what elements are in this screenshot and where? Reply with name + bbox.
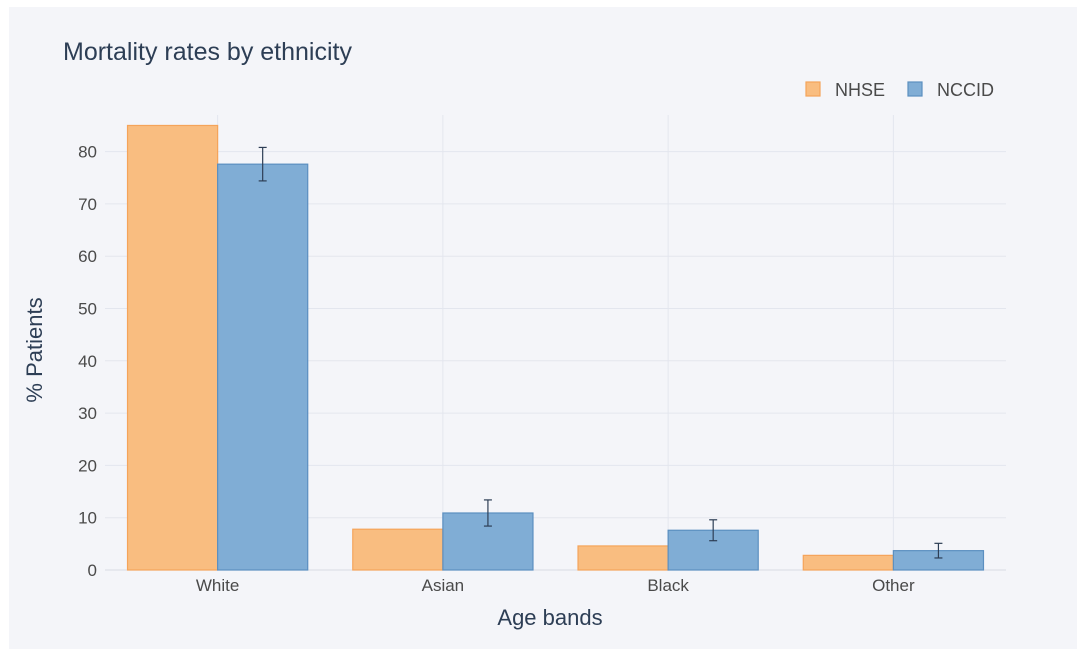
chart-panel: 0 10 20 30 40 50 60 70 80 White Asian Black Other Mo… — [9, 7, 1077, 649]
legend[interactable]: NHSE NCCID — [805, 80, 994, 100]
bar-nccid — [442, 512, 534, 571]
legend-item-nhse[interactable]: NHSE — [805, 80, 885, 100]
y-tick-label: 70 — [78, 195, 97, 214]
y-tick-label: 50 — [78, 300, 97, 319]
x-tick-label: Black — [647, 576, 689, 595]
y-tick-label: 40 — [78, 352, 97, 371]
x-tick-label: Other — [872, 576, 915, 595]
legend-swatch — [805, 81, 821, 97]
y-tick-label: 10 — [78, 509, 97, 528]
x-tick-label: Asian — [422, 576, 465, 595]
x-tick-label: White — [196, 576, 239, 595]
bars — [126, 124, 985, 571]
chart: 0 10 20 30 40 50 60 70 80 White Asian Black Other Mo… — [22, 38, 1006, 630]
legend-swatch — [907, 81, 923, 97]
axes: 0 10 20 30 40 50 60 70 80 White Asian Black Other — [78, 143, 915, 595]
y-tick-label: 60 — [78, 247, 97, 266]
y-tick-label: 80 — [78, 143, 97, 162]
bar-nhse — [126, 124, 219, 571]
legend-label: NHSE — [835, 80, 885, 100]
bar-nhse — [577, 545, 669, 571]
y-tick-label: 20 — [78, 456, 97, 475]
bar-nccid — [217, 163, 309, 571]
legend-item-nccid[interactable]: NCCID — [907, 80, 994, 100]
y-tick-label: 30 — [78, 404, 97, 423]
x-axis-title: Age bands — [497, 605, 602, 630]
chart-title: Mortality rates by ethnicity — [63, 38, 352, 66]
bar-nhse — [352, 528, 444, 571]
bar-nhse — [802, 554, 894, 571]
y-axis-title: % Patients — [22, 297, 47, 402]
y-tick-label: 0 — [88, 561, 97, 580]
legend-label: NCCID — [937, 80, 994, 100]
